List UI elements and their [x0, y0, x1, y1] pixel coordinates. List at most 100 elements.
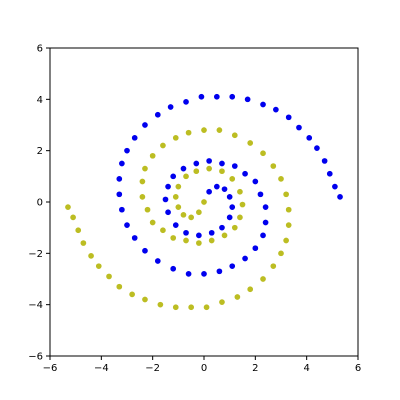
data-point — [154, 257, 162, 265]
data-point — [154, 111, 162, 119]
data-point — [259, 100, 267, 109]
data-point — [218, 224, 226, 232]
data-point — [269, 262, 277, 270]
data-point — [182, 236, 190, 245]
data-point — [218, 298, 226, 306]
data-point — [228, 262, 236, 270]
data-point — [115, 175, 123, 183]
data-point — [336, 193, 344, 201]
data-point — [115, 190, 123, 198]
data-point — [179, 165, 188, 173]
data-point — [228, 203, 236, 211]
data-point — [172, 193, 180, 201]
data-point — [231, 131, 239, 139]
x-tick-label: −4 — [94, 363, 109, 374]
data-point — [131, 134, 139, 142]
data-point — [251, 244, 259, 252]
data-point — [159, 226, 167, 234]
data-point — [141, 165, 149, 173]
data-point — [285, 206, 293, 214]
data-point — [246, 285, 254, 293]
data-point — [208, 236, 216, 245]
data-point — [185, 129, 193, 137]
data-point — [167, 103, 175, 111]
x-tick-label: 6 — [355, 363, 361, 374]
data-point — [197, 93, 205, 101]
data-point — [215, 126, 223, 134]
data-point — [164, 208, 172, 216]
data-point — [192, 159, 200, 168]
data-point — [169, 172, 177, 180]
data-point — [174, 183, 182, 191]
data-point — [226, 213, 234, 221]
data-point — [277, 249, 285, 257]
data-point — [172, 134, 180, 142]
x-axis: −6 −4 −2 0 2 4 6 — [43, 356, 361, 374]
data-point — [128, 290, 136, 298]
x-tick-label: 2 — [252, 363, 258, 374]
data-points — [64, 93, 344, 311]
data-point — [182, 172, 190, 180]
data-point — [169, 265, 177, 273]
x-tick-label: −6 — [43, 363, 58, 374]
data-point — [143, 206, 152, 214]
data-point — [241, 254, 249, 263]
data-point — [185, 270, 193, 278]
data-point — [182, 98, 190, 106]
data-point — [172, 303, 180, 311]
data-point — [195, 208, 203, 216]
y-tick-label: −2 — [28, 249, 43, 260]
data-point — [187, 213, 195, 221]
data-point — [218, 167, 226, 175]
data-point — [187, 303, 195, 311]
data-point — [220, 185, 229, 193]
data-point — [161, 195, 170, 203]
data-point — [138, 193, 146, 201]
data-point — [200, 270, 208, 278]
data-point — [231, 224, 239, 232]
data-point — [226, 193, 234, 201]
data-point — [331, 183, 339, 191]
data-point — [321, 157, 329, 165]
data-point — [256, 190, 265, 198]
data-point — [269, 162, 277, 170]
data-point — [285, 221, 293, 229]
data-point — [241, 170, 249, 178]
data-point — [69, 213, 77, 221]
data-point — [141, 247, 149, 255]
data-point — [123, 147, 131, 155]
data-point — [192, 167, 200, 175]
data-point — [277, 175, 285, 183]
data-point — [138, 177, 146, 186]
y-tick-label: 2 — [37, 146, 43, 157]
data-point — [156, 301, 164, 309]
data-point — [213, 183, 221, 191]
data-point — [74, 226, 82, 234]
data-point — [259, 149, 267, 157]
y-tick-label: 6 — [37, 44, 43, 55]
data-point — [326, 170, 334, 178]
data-point — [205, 165, 213, 173]
data-point — [282, 236, 290, 245]
data-point — [179, 211, 188, 219]
data-point — [205, 188, 213, 196]
data-point — [251, 177, 259, 186]
data-point — [215, 267, 223, 275]
y-tick-label: −6 — [28, 352, 43, 363]
data-point — [131, 234, 139, 242]
data-point — [259, 231, 267, 239]
x-tick-label: 0 — [201, 363, 207, 374]
data-point — [272, 106, 280, 114]
data-point — [105, 272, 113, 280]
data-point — [236, 213, 244, 221]
data-point — [123, 221, 131, 229]
data-point — [141, 121, 149, 129]
data-point — [208, 229, 216, 237]
data-point — [295, 124, 303, 132]
data-point — [169, 234, 177, 242]
data-point — [244, 95, 252, 103]
data-point — [195, 239, 203, 247]
data-point — [164, 183, 172, 191]
y-tick-label: 0 — [37, 198, 43, 209]
